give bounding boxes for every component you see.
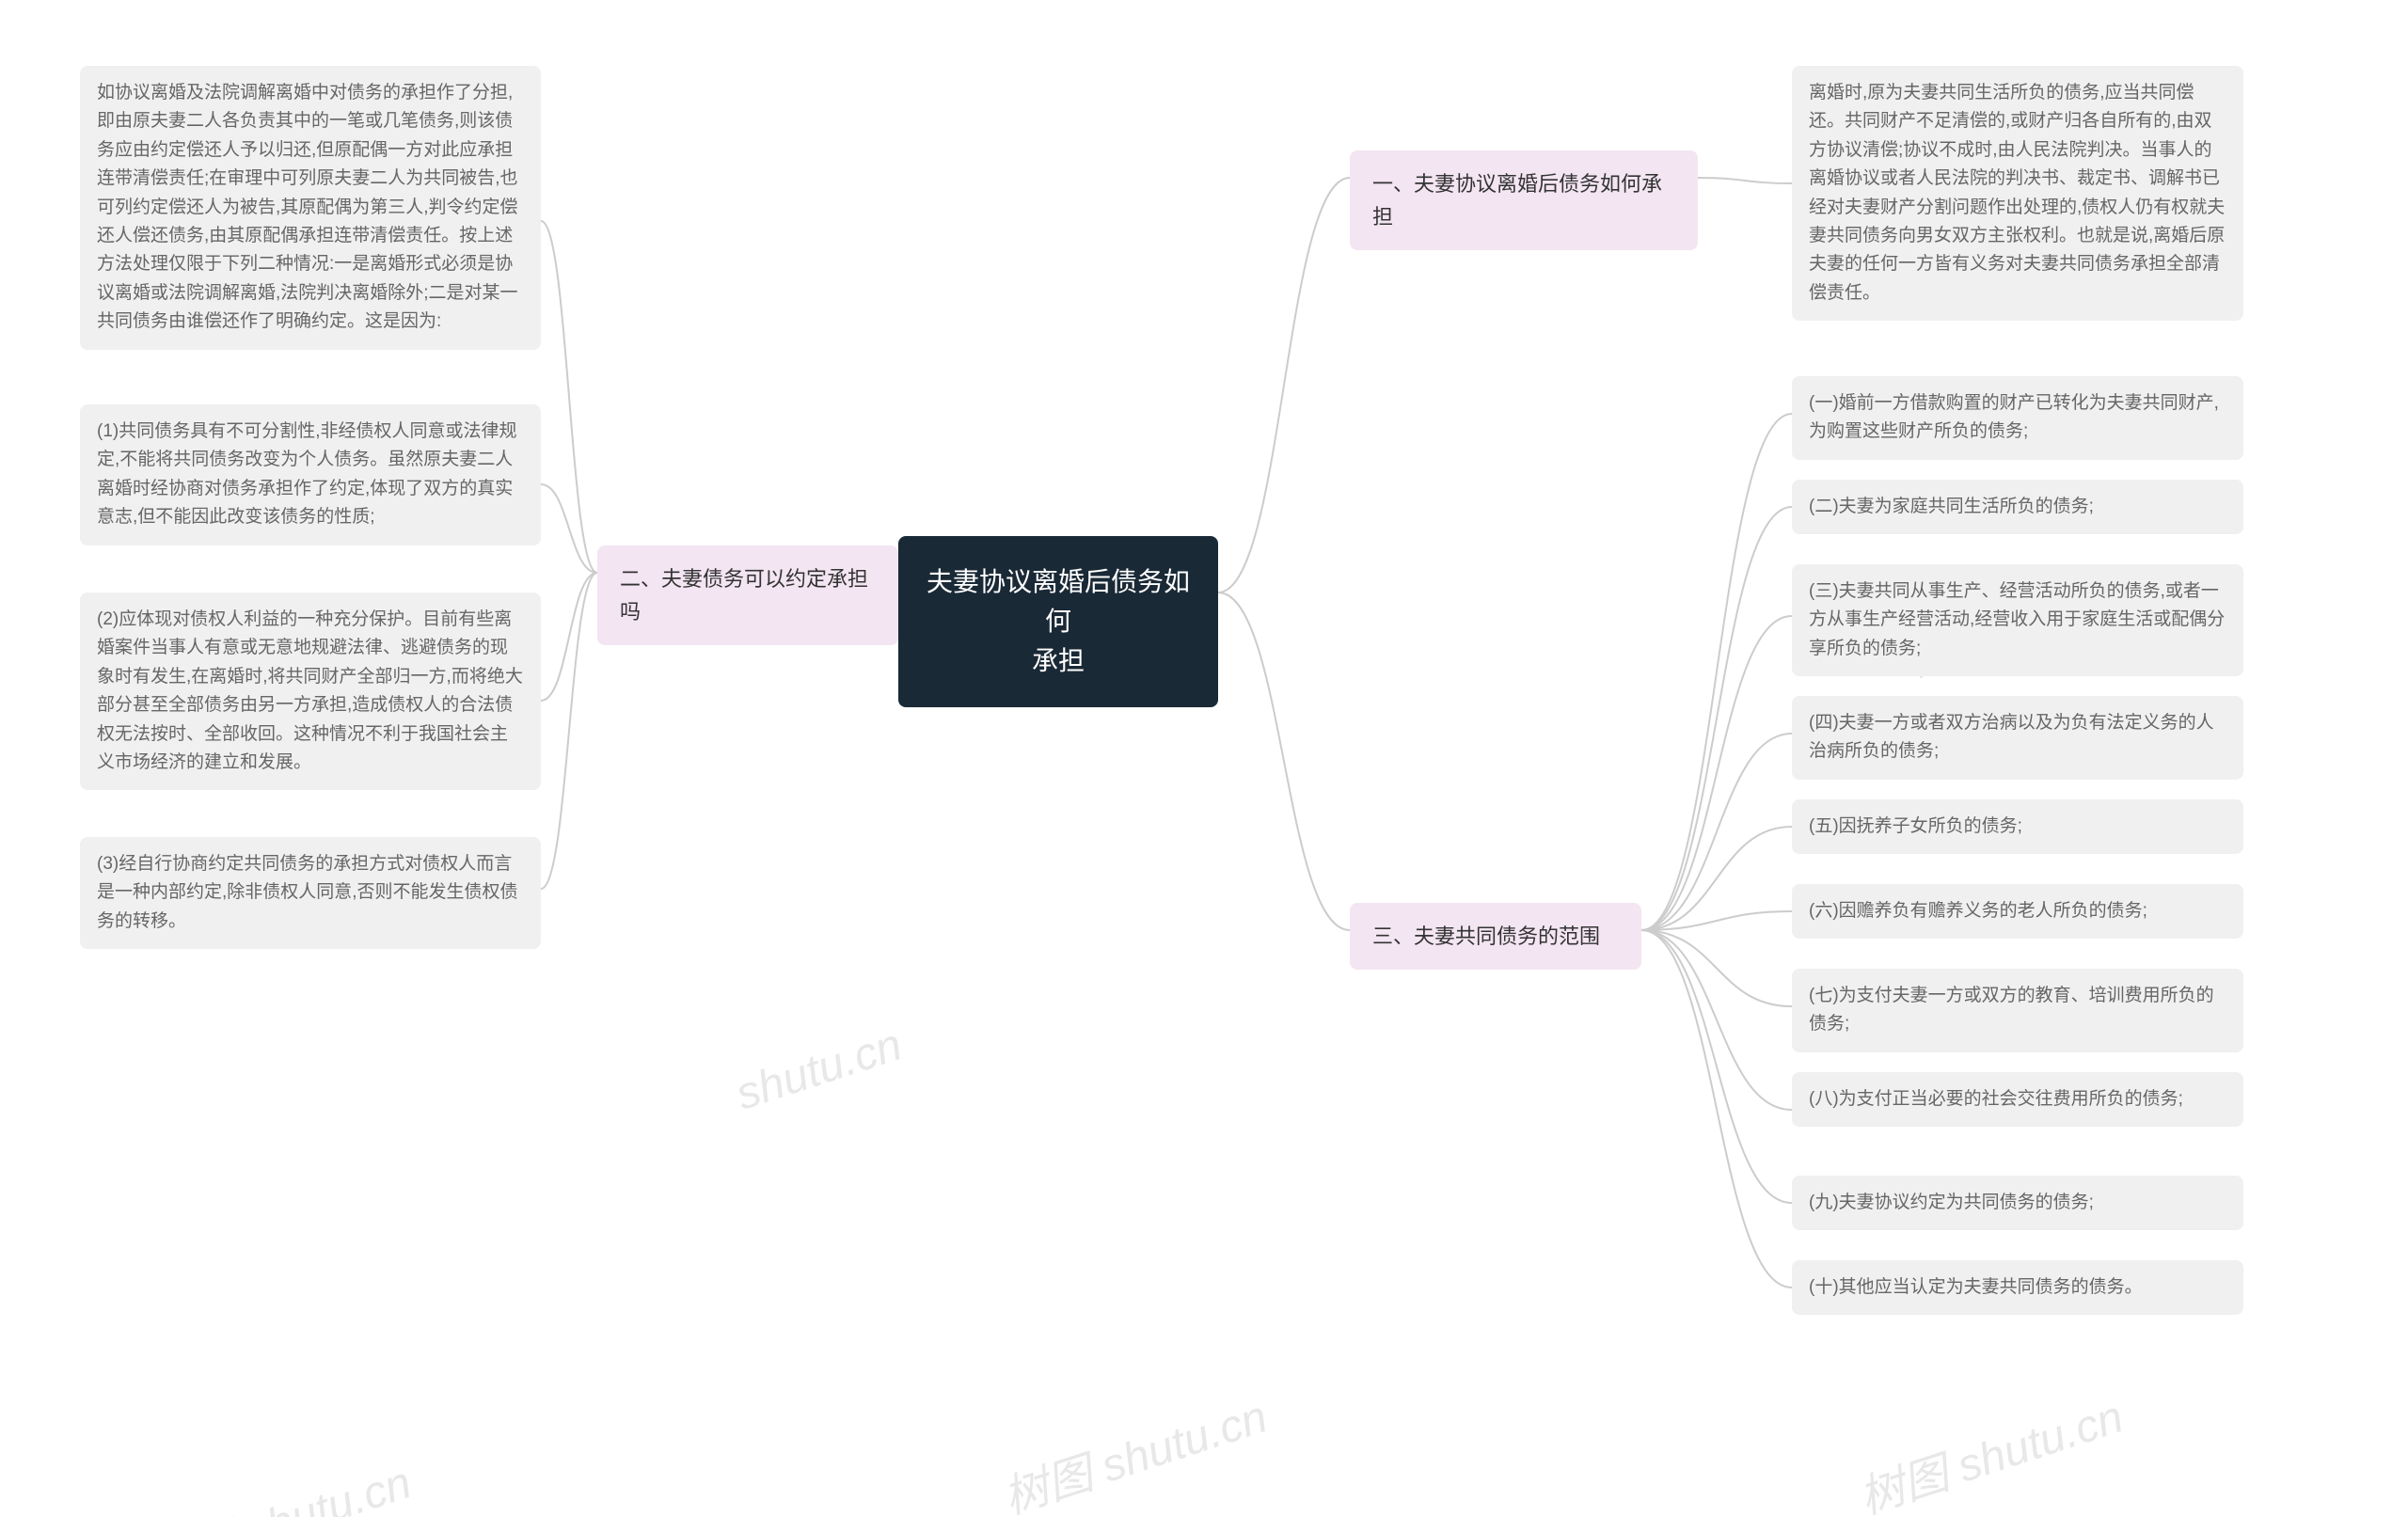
branch-2-label: 二、夫妻债务可以约定承担吗	[620, 567, 868, 624]
b2-leaf-0: 如协议离婚及法院调解离婚中对债务的承担作了分担,即由原夫妻二人各负责其中的一笔或…	[80, 66, 541, 350]
b1-leaf-0: 离婚时,原为夫妻共同生活所负的债务,应当共同偿还。共同财产不足清偿的,或财产归各…	[1792, 66, 2243, 321]
b3-leaf-1: (二)夫妻为家庭共同生活所负的债务;	[1792, 480, 2243, 534]
watermark-5: 树图 shutu.cn	[1849, 1380, 2130, 1517]
branch-2: 二、夫妻债务可以约定承担吗	[597, 545, 898, 645]
b2-leaf-2: (2)应体现对债权人利益的一种充分保护。目前有些离婚案件当事人有意或无意地规避法…	[80, 593, 541, 790]
watermark-2: 树图 shutu.cn	[137, 1446, 418, 1517]
b3-leaf-2: (三)夫妻共同从事生产、经营活动所负的债务,或者一方从事生产经营活动,经营收入用…	[1792, 564, 2243, 676]
b2-leaf-3: (3)经自行协商约定共同债务的承担方式对债权人而言是一种内部约定,除非债权人同意…	[80, 837, 541, 949]
branch-3: 三、夫妻共同债务的范围	[1350, 903, 1641, 970]
b3-leaf-0: (一)婚前一方借款购置的财产已转化为夫妻共同财产,为购置这些财产所负的债务;	[1792, 376, 2243, 460]
b2-leaf-1: (1)共同债务具有不可分割性,非经债权人同意或法律规定,不能将共同债务改变为个人…	[80, 404, 541, 545]
b3-leaf-9: (十)其他应当认定为夫妻共同债务的债务。	[1792, 1260, 2243, 1315]
watermark-3: 树图 shutu.cn	[993, 1380, 1274, 1517]
center-node: 夫妻协议离婚后债务如何 承担	[898, 536, 1218, 707]
b3-leaf-4: (五)因抚养子女所负的债务;	[1792, 799, 2243, 854]
branch-1-label: 一、夫妻协议离婚后债务如何承担	[1372, 172, 1662, 229]
b3-leaf-3: (四)夫妻一方或者双方治病以及为负有法定义务的人治病所负的债务;	[1792, 696, 2243, 780]
branch-1: 一、夫妻协议离婚后债务如何承担	[1350, 150, 1698, 250]
b3-leaf-6: (七)为支付夫妻一方或双方的教育、培训费用所负的债务;	[1792, 969, 2243, 1052]
branch-3-label: 三、夫妻共同债务的范围	[1372, 924, 1600, 948]
b3-leaf-7: (八)为支付正当必要的社会交往费用所负的债务;	[1792, 1072, 2243, 1127]
b3-leaf-8: (九)夫妻协议约定为共同债务的债务;	[1792, 1176, 2243, 1230]
center-title-line1: 夫妻协议离婚后债务如何	[927, 567, 1190, 636]
watermark-1: shutu.cn	[730, 1019, 909, 1120]
center-title-line2: 承担	[1032, 646, 1085, 675]
b3-leaf-5: (六)因赡养负有赡养义务的老人所负的债务;	[1792, 884, 2243, 939]
